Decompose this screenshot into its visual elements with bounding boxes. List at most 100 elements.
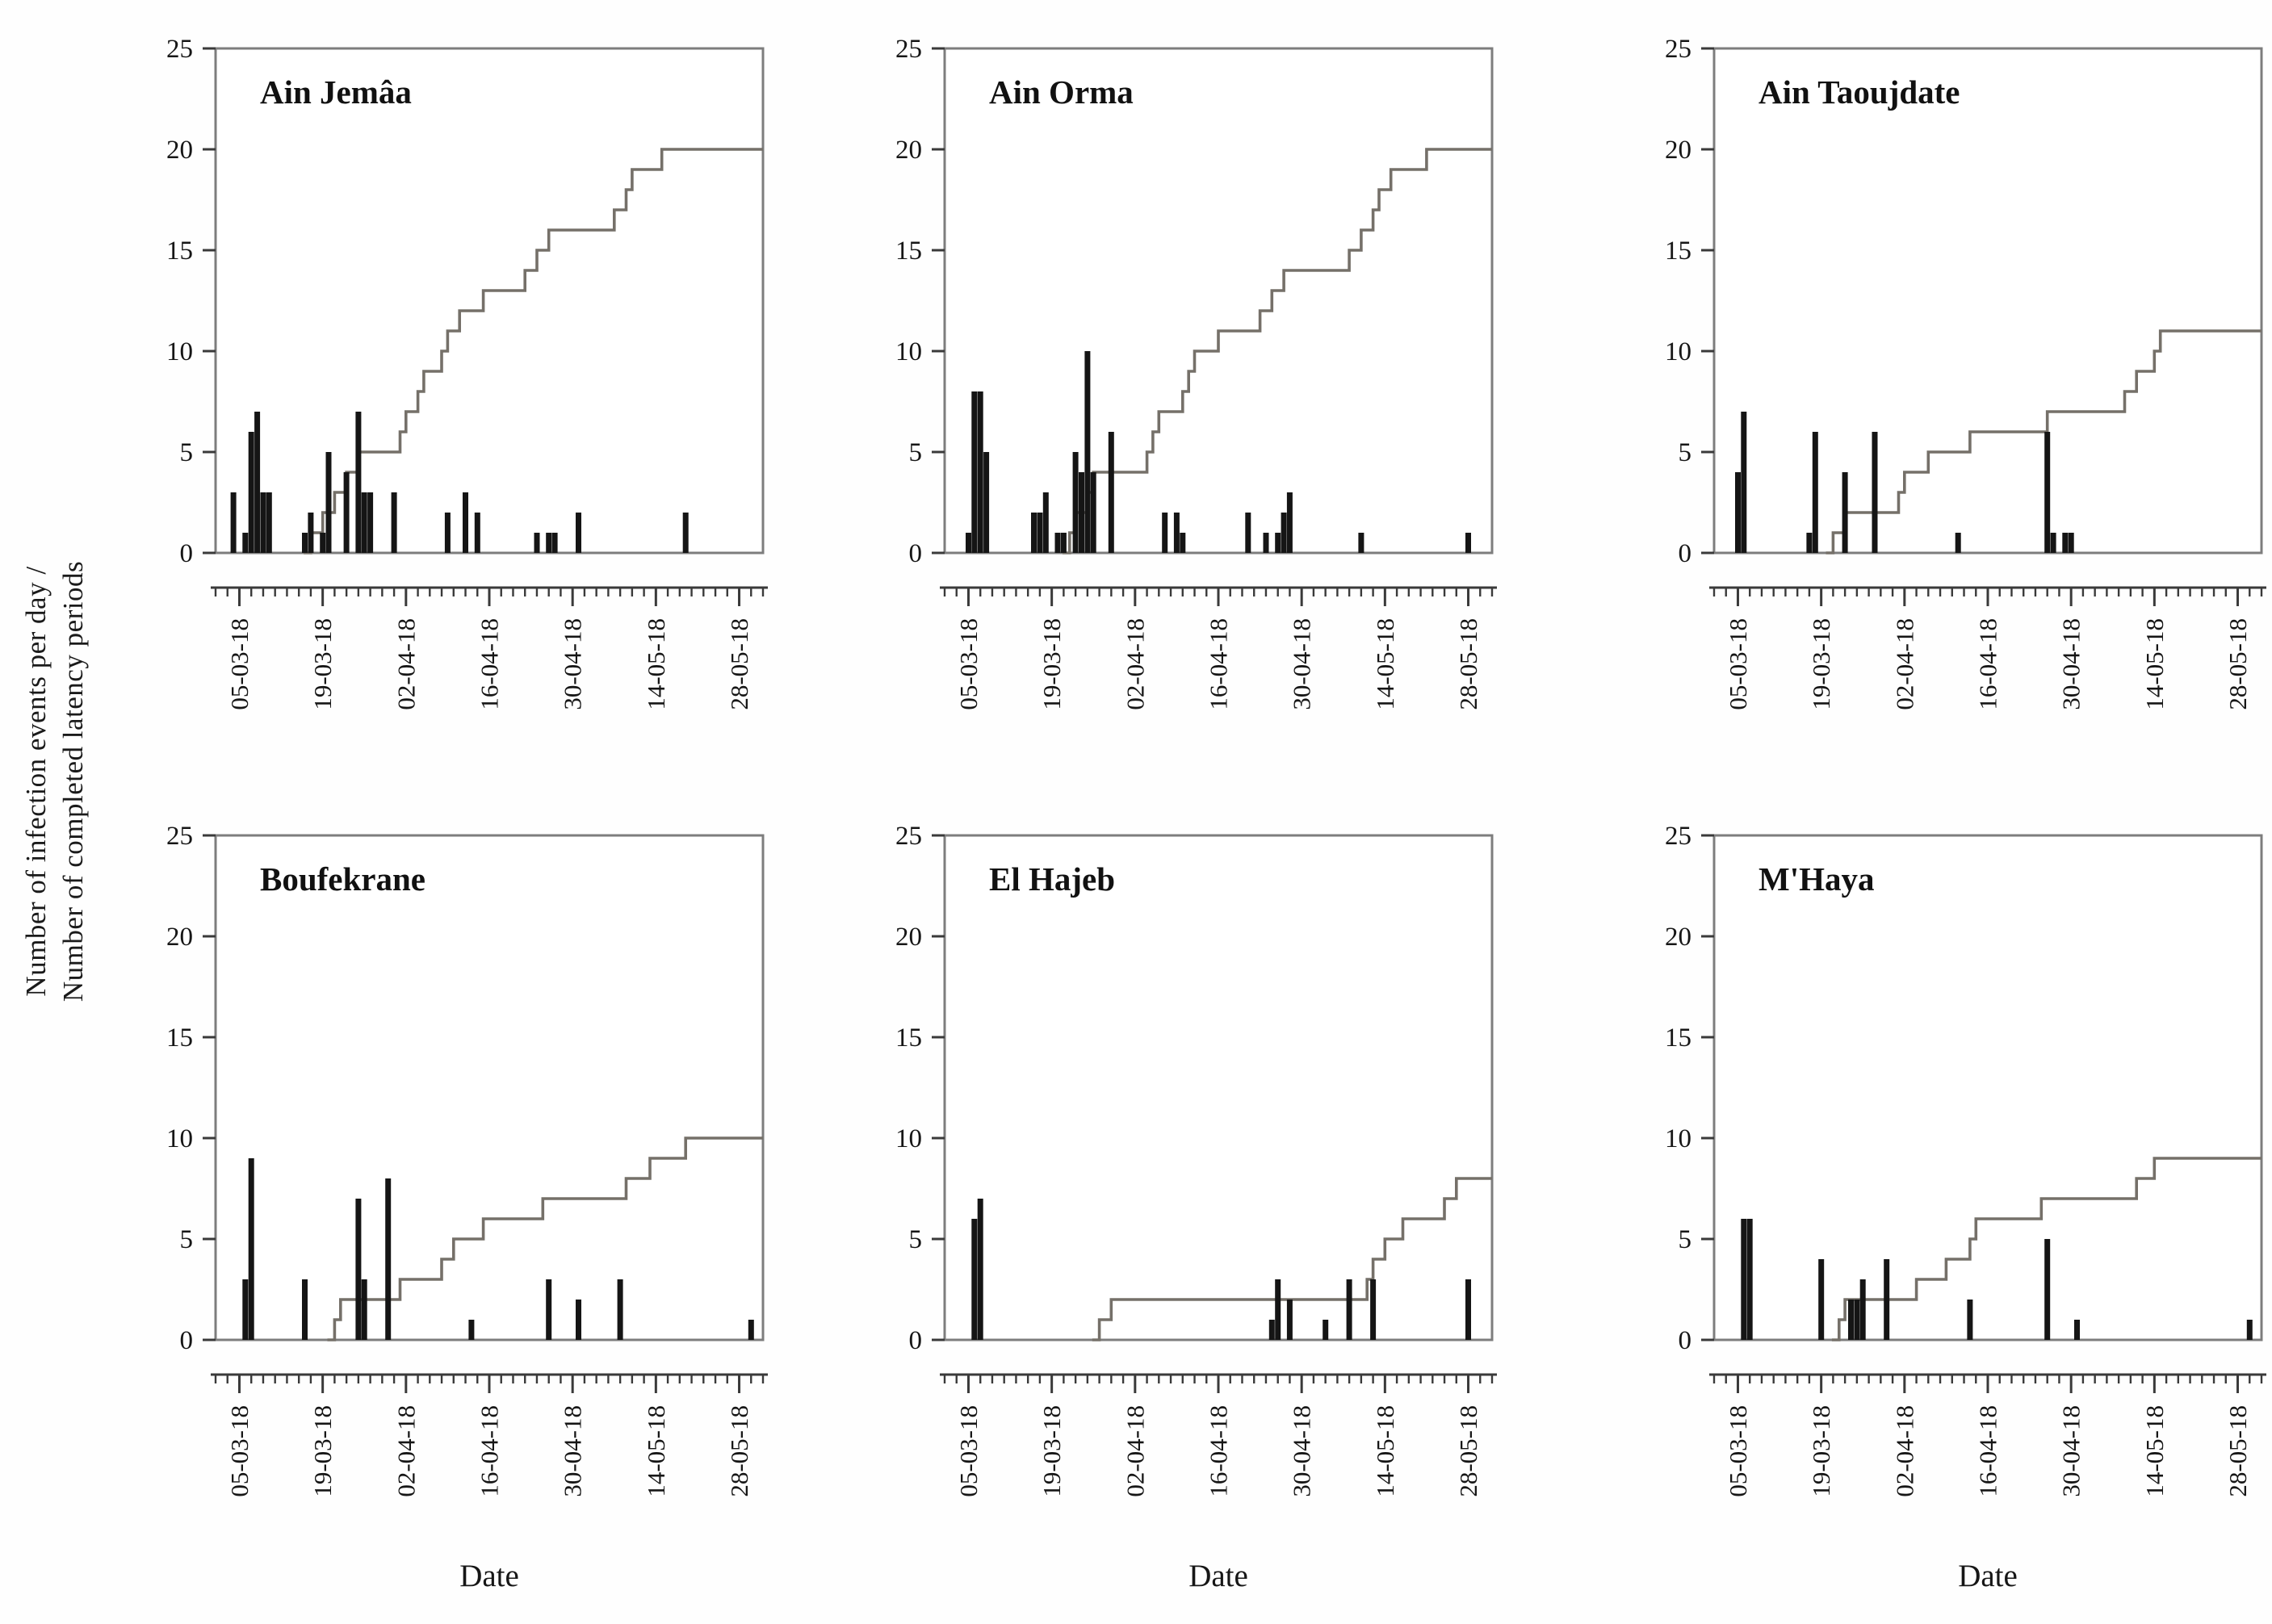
x-tick-label: 30-04-18 [1288,618,1316,710]
infection-bar [1180,533,1186,553]
panel-title: M'Haya [1758,860,1874,898]
infection-bar [534,533,540,553]
infection-bar [1370,1279,1377,1340]
y-tick-label: 25 [895,822,922,851]
infection-bar [391,492,397,553]
infection-bar [971,391,978,553]
y-tick-label: 25 [166,35,193,64]
y-tick-label: 15 [1665,1023,1691,1053]
infection-bar [1735,472,1741,553]
x-tick-label: 28-05-18 [2224,618,2252,710]
y-tick-label: 25 [895,35,922,64]
infection-bar [463,492,468,553]
infection-bar [1090,472,1096,553]
y-tick-label: 25 [1665,35,1691,64]
infection-bar [1162,513,1168,553]
infection-bar [1245,513,1251,553]
infection-bar [355,412,362,553]
y-tick-label: 20 [1665,923,1691,952]
y-tick-label: 20 [895,923,922,952]
x-tick-label: 14-05-18 [2140,618,2169,710]
x-tick-label: 16-04-18 [1205,618,1233,710]
infection-bar [1072,452,1079,553]
infection-bar [983,452,990,553]
infection-bar [2068,533,2074,553]
infection-bar [254,412,261,553]
y-tick-label: 20 [895,136,922,165]
x-tick-label: 28-05-18 [1454,618,1482,710]
y-axis-label-line2: Number of completed latency periods [57,560,89,1002]
x-tick-label: 05-03-18 [225,1405,254,1497]
panel-el-hajeb: 0 5 10 15 20 25 El Hajeb 05-03-18 19-03-18 02-04-… [895,822,1497,1593]
x-tick-label: 30-04-18 [559,618,587,710]
x-tick-label: 30-04-18 [2057,1405,2085,1497]
y-tick-label: 25 [166,822,193,851]
y-tick-label: 0 [180,1326,194,1355]
infection-bar [1465,1279,1471,1340]
infection-bar [1854,1300,1860,1340]
infection-bar [682,513,689,553]
panel-ain-taoujdate: 0 5 10 15 20 25 Ain Taoujdate 05-03-18 19-03-18 0… [1665,35,2266,710]
plot-box [214,834,765,1341]
infection-bar [1955,533,1961,553]
infection-bar [367,492,374,553]
y-tick-label: 20 [166,923,193,952]
y-tick-label: 0 [1679,1326,1692,1355]
x-tick-label: 28-05-18 [2224,1405,2252,1497]
infection-bar [1268,1320,1275,1340]
y-tick-label: 5 [1679,1225,1692,1254]
latency-step-line [1092,1177,1492,1341]
y-tick-label: 20 [166,136,193,165]
infection-bar [248,432,254,553]
infection-bar [2074,1320,2080,1340]
infection-bar [474,513,480,553]
infection-bar [576,1300,581,1340]
infection-bar [1859,1279,1866,1340]
y-tick-label: 0 [1679,539,1692,568]
y-tick-label: 10 [166,1124,193,1153]
x-tick-label: 28-05-18 [1454,1405,1482,1497]
x-tick-label: 30-04-18 [1288,1405,1316,1497]
y-tick-label: 15 [166,1023,193,1053]
y-tick-label: 10 [895,337,922,366]
date-axis-title: Date [459,1559,519,1593]
panel-title: El Hajeb [989,860,1115,898]
infection-bar [1108,432,1114,553]
infection-bar [444,513,451,553]
infection-bar [1275,533,1281,553]
infection-bar [2050,533,2056,553]
x-tick-label: 05-03-18 [225,618,254,710]
panel-ain-jem-a: 0 5 10 15 20 25 Ain Jemâa 05-03-18 19-03-18 02-04… [166,35,768,710]
infection-bar [576,513,581,553]
y-tick-label: 5 [1679,438,1692,467]
x-tick-label: 02-04-18 [1121,1405,1149,1497]
infection-bar [308,513,314,553]
x-tick-label: 19-03-18 [1807,1405,1835,1497]
x-tick-label: 16-04-18 [1205,1405,1233,1497]
infection-bar [260,492,266,553]
infection-bar [748,1320,754,1340]
infection-bar [2246,1320,2253,1340]
y-tick-label: 15 [166,236,193,266]
panel-ain-orma: 0 5 10 15 20 25 Ain Orma 05-03-18 19-03-18 02-04-… [895,35,1497,710]
infection-bar [1173,513,1180,553]
panel-m-haya: 0 5 10 15 20 25 M'Haya 05-03-18 19-03-18 02-04-18… [1665,822,2266,1593]
x-tick-label: 28-05-18 [725,1405,753,1497]
infection-bar [1884,1259,1890,1340]
x-tick-label: 28-05-18 [725,618,753,710]
y-tick-label: 20 [1665,136,1691,165]
date-axis-title: Date [1188,1559,1248,1593]
infection-bar [1806,533,1813,553]
x-tick-label: 16-04-18 [476,1405,504,1497]
x-tick-label: 14-05-18 [1371,1405,1399,1497]
x-tick-label: 19-03-18 [308,618,337,710]
infection-bar [1281,513,1287,553]
infection-bar [551,533,558,553]
y-tick-label: 5 [180,1225,194,1254]
y-tick-label: 5 [180,438,194,467]
infection-bar [1872,432,1878,553]
plot-box [943,47,1494,555]
infection-bar [1842,472,1848,553]
x-tick-label: 19-03-18 [1807,618,1835,710]
infection-bar [977,1199,983,1340]
